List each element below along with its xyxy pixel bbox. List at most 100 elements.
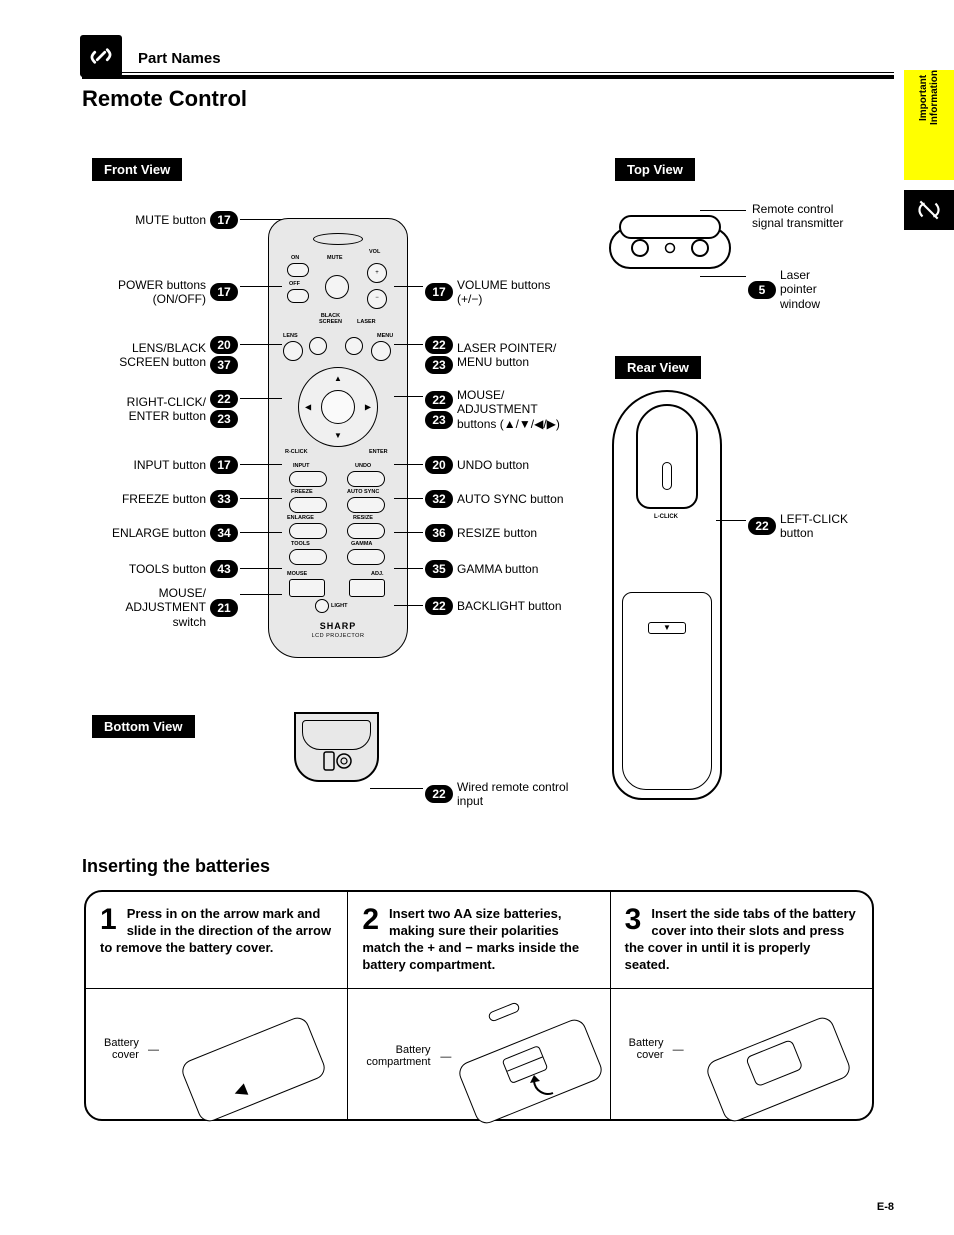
callout-text: UNDO button — [457, 458, 529, 472]
callout: POWER buttons (ON/OFF)17 — [0, 278, 238, 307]
callout-badges: 22 — [748, 517, 776, 535]
battery-img-2: Battery compartment — — [348, 989, 610, 1119]
callout: MUTE button17 — [0, 211, 238, 229]
callout-badges: 21 — [210, 599, 238, 617]
remote-enlarge-button-icon — [289, 523, 327, 539]
battery-cover-overlay-icon — [745, 1038, 803, 1086]
label-off: OFF — [289, 281, 300, 287]
battery-img-3: Battery cover — — [611, 989, 872, 1119]
callout-badges: 22 — [425, 597, 453, 615]
leader-line — [394, 286, 423, 287]
callout-text: Remote control signal transmitter — [752, 202, 843, 231]
page-ref-badge: 22 — [748, 517, 776, 535]
battery-step-2: 2 Insert two AA size batteries, making s… — [348, 892, 610, 988]
page-ref-badge: 37 — [210, 356, 238, 374]
arrow-right-icon: — — [440, 1051, 451, 1063]
page-ref-badge: 17 — [210, 283, 238, 301]
callout: RIGHT-CLICK/ ENTER button2223 — [0, 390, 238, 428]
rear-view-label: Rear View — [615, 356, 701, 379]
callout-text: BACKLIGHT button — [457, 599, 562, 613]
callout-text: INPUT button — [134, 458, 206, 472]
page-ref-badge: 43 — [210, 560, 238, 578]
callout: FREEZE button33 — [0, 490, 238, 508]
label-mute: MUTE — [327, 255, 343, 261]
arrow-icon: ◀ — [231, 1079, 250, 1102]
step-text-3: Insert the side tabs of the battery cove… — [625, 906, 858, 974]
callout-badges: 2223 — [210, 390, 238, 428]
rear-indicator-icon — [662, 462, 672, 490]
leader-line — [394, 532, 423, 533]
bottom-view-diagram — [294, 712, 379, 782]
remote-resize-button-icon — [347, 523, 385, 539]
page-ref-badge: 22 — [425, 391, 453, 409]
battery-img-1: Battery cover — ◀ — [86, 989, 348, 1119]
remote-switch-left-icon — [289, 579, 325, 597]
rule-thick — [82, 75, 894, 79]
page-ref-badge: 20 — [425, 456, 453, 474]
step-num-2: 2 — [362, 906, 379, 933]
leader-line — [240, 464, 282, 465]
link-icon — [80, 35, 122, 77]
page-ref-badge: 23 — [210, 410, 238, 428]
leader-line — [700, 210, 746, 211]
img-label-cover-1: Battery cover — [104, 1037, 139, 1061]
leader-line — [394, 498, 423, 499]
battery-image-row: Battery cover — ◀ Battery compartment — … — [86, 988, 872, 1119]
callout-badges: 35 — [425, 560, 453, 578]
callout-badges: 43 — [210, 560, 238, 578]
page-ref-badge: 32 — [425, 490, 453, 508]
remote-input-button-icon — [289, 471, 327, 487]
callout-text: FREEZE button — [122, 492, 206, 506]
callout-badges: 34 — [210, 524, 238, 542]
callout-badges: 17 — [210, 456, 238, 474]
callout-text: GAMMA button — [457, 562, 538, 576]
side-tab-important-info: ImportantInformation — [904, 70, 954, 180]
remote-gamma-button-icon — [347, 549, 385, 565]
remote-vol-plus-icon: + — [367, 263, 387, 283]
section-title: Part Names — [138, 50, 221, 67]
page-ref-badge: 21 — [210, 599, 238, 617]
arrow-right-icon: — — [148, 1044, 159, 1056]
remote-sketch-3-icon — [703, 1014, 853, 1125]
callout-text: TOOLS button — [129, 562, 206, 576]
callout-badges: 17 — [425, 283, 453, 301]
leader-line — [240, 568, 282, 569]
label-mouse: MOUSE — [287, 571, 307, 577]
top-view-diagram — [605, 208, 735, 278]
battery-step-3: 3 Insert the side tabs of the battery co… — [611, 892, 872, 988]
label-undo: UNDO — [355, 463, 371, 469]
remote-undo-button-icon — [347, 471, 385, 487]
callout: 22Wired remote control input — [425, 780, 568, 809]
step-text-1: Press in on the arrow mark and slide in … — [100, 906, 333, 957]
callout: 5Laser pointer window — [748, 268, 820, 311]
battery-step-1: 1 Press in on the arrow mark and slide i… — [86, 892, 348, 988]
bottom-inset-icon — [302, 720, 371, 750]
callout: INPUT button 17 — [0, 456, 238, 474]
rear-lclick-area-icon — [636, 404, 698, 509]
page-ref-badge: 17 — [210, 211, 238, 229]
label-gamma: GAMMA — [351, 541, 372, 547]
callout: Remote control signal transmitter — [748, 202, 843, 231]
callout-text: LENS/BLACK SCREEN button — [119, 341, 206, 370]
remote-light-button-icon — [315, 599, 329, 613]
remote-front-diagram: ON OFF MUTE VOL + − BLACK SCREEN LASER L… — [268, 218, 408, 658]
page-title: Remote Control — [82, 86, 247, 112]
remote-on-button-icon — [287, 263, 309, 277]
callout: 2223MOUSE/ ADJUSTMENT buttons (▲/▼/◀/▶) — [425, 388, 560, 431]
label-enlarge: ENLARGE — [287, 515, 314, 521]
leader-line — [240, 398, 282, 399]
label-light: LIGHT — [331, 603, 348, 609]
remote-vol-minus-icon: − — [367, 289, 387, 309]
callout: MOUSE/ ADJUSTMENT switch21 — [0, 586, 238, 629]
label-input: INPUT — [293, 463, 310, 469]
callout-badges: 2223 — [425, 391, 453, 429]
callout-text: MOUSE/ ADJUSTMENT switch — [125, 586, 206, 629]
leader-line — [716, 520, 746, 521]
side-tab-text: ImportantInformation — [918, 70, 940, 140]
callout: 35 GAMMA button — [425, 560, 538, 578]
label-autosync: AUTO SYNC — [347, 489, 379, 495]
remote-mouse-disc-icon: ▲ ▼ ◀ ▶ — [298, 367, 378, 447]
callout-badges: 2223 — [425, 336, 453, 374]
remote-autosync-button-icon — [347, 497, 385, 513]
callout: 22LEFT-CLICK button — [748, 512, 848, 541]
